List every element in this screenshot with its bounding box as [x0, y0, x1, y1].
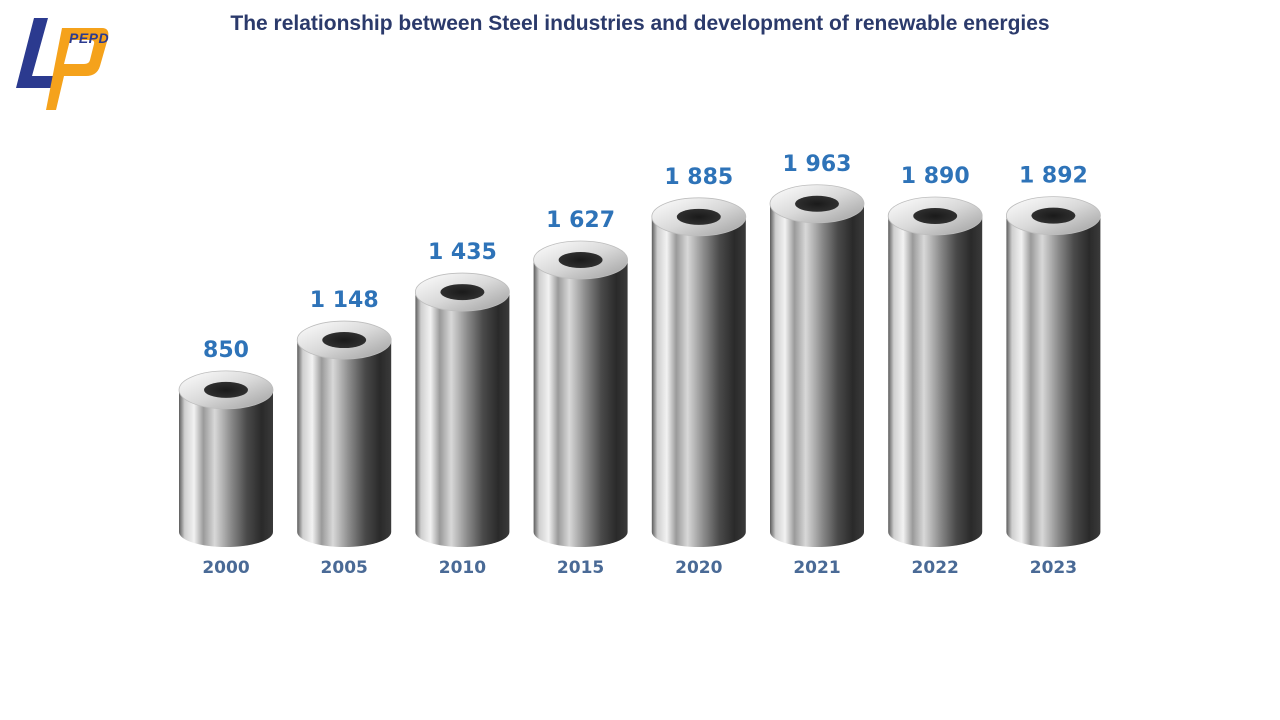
x-tick-label: 2010 [439, 558, 486, 578]
bar-cylinder [296, 320, 392, 547]
bar-value-label: 1 435 [428, 240, 497, 265]
bar-cylinder [414, 272, 510, 547]
bar-cylinder [769, 184, 865, 547]
bar-value-label: 1 885 [664, 165, 733, 190]
bar-cylinder [533, 240, 628, 547]
bar-cylinder [887, 196, 983, 547]
bar-cylinder [651, 197, 747, 547]
x-tick-label: 2005 [321, 558, 368, 578]
bar-value-label: 1 627 [546, 208, 615, 233]
x-tick-label: 2022 [912, 558, 959, 578]
x-tick-label: 2000 [202, 558, 249, 578]
pepd-logo-mark [16, 18, 109, 110]
logo-text: PEPD [69, 30, 110, 46]
bar-cylinder [178, 370, 274, 547]
bar-value-label: 850 [203, 338, 249, 363]
x-tick-label: 2023 [1030, 558, 1077, 578]
bar-cylinder [1006, 196, 1101, 547]
bar-value-label: 1 148 [310, 288, 379, 313]
pepd-logo: PEPD [14, 14, 114, 114]
x-tick-label: 2015 [557, 558, 604, 578]
bar-value-label: 1 890 [901, 164, 970, 189]
x-tick-label: 2021 [793, 558, 840, 578]
x-tick-label: 2020 [675, 558, 722, 578]
bar-value-label: 1 963 [783, 152, 852, 177]
page-title: The relationship between Steel industrie… [230, 12, 1050, 35]
bar-value-label: 1 892 [1019, 164, 1088, 189]
